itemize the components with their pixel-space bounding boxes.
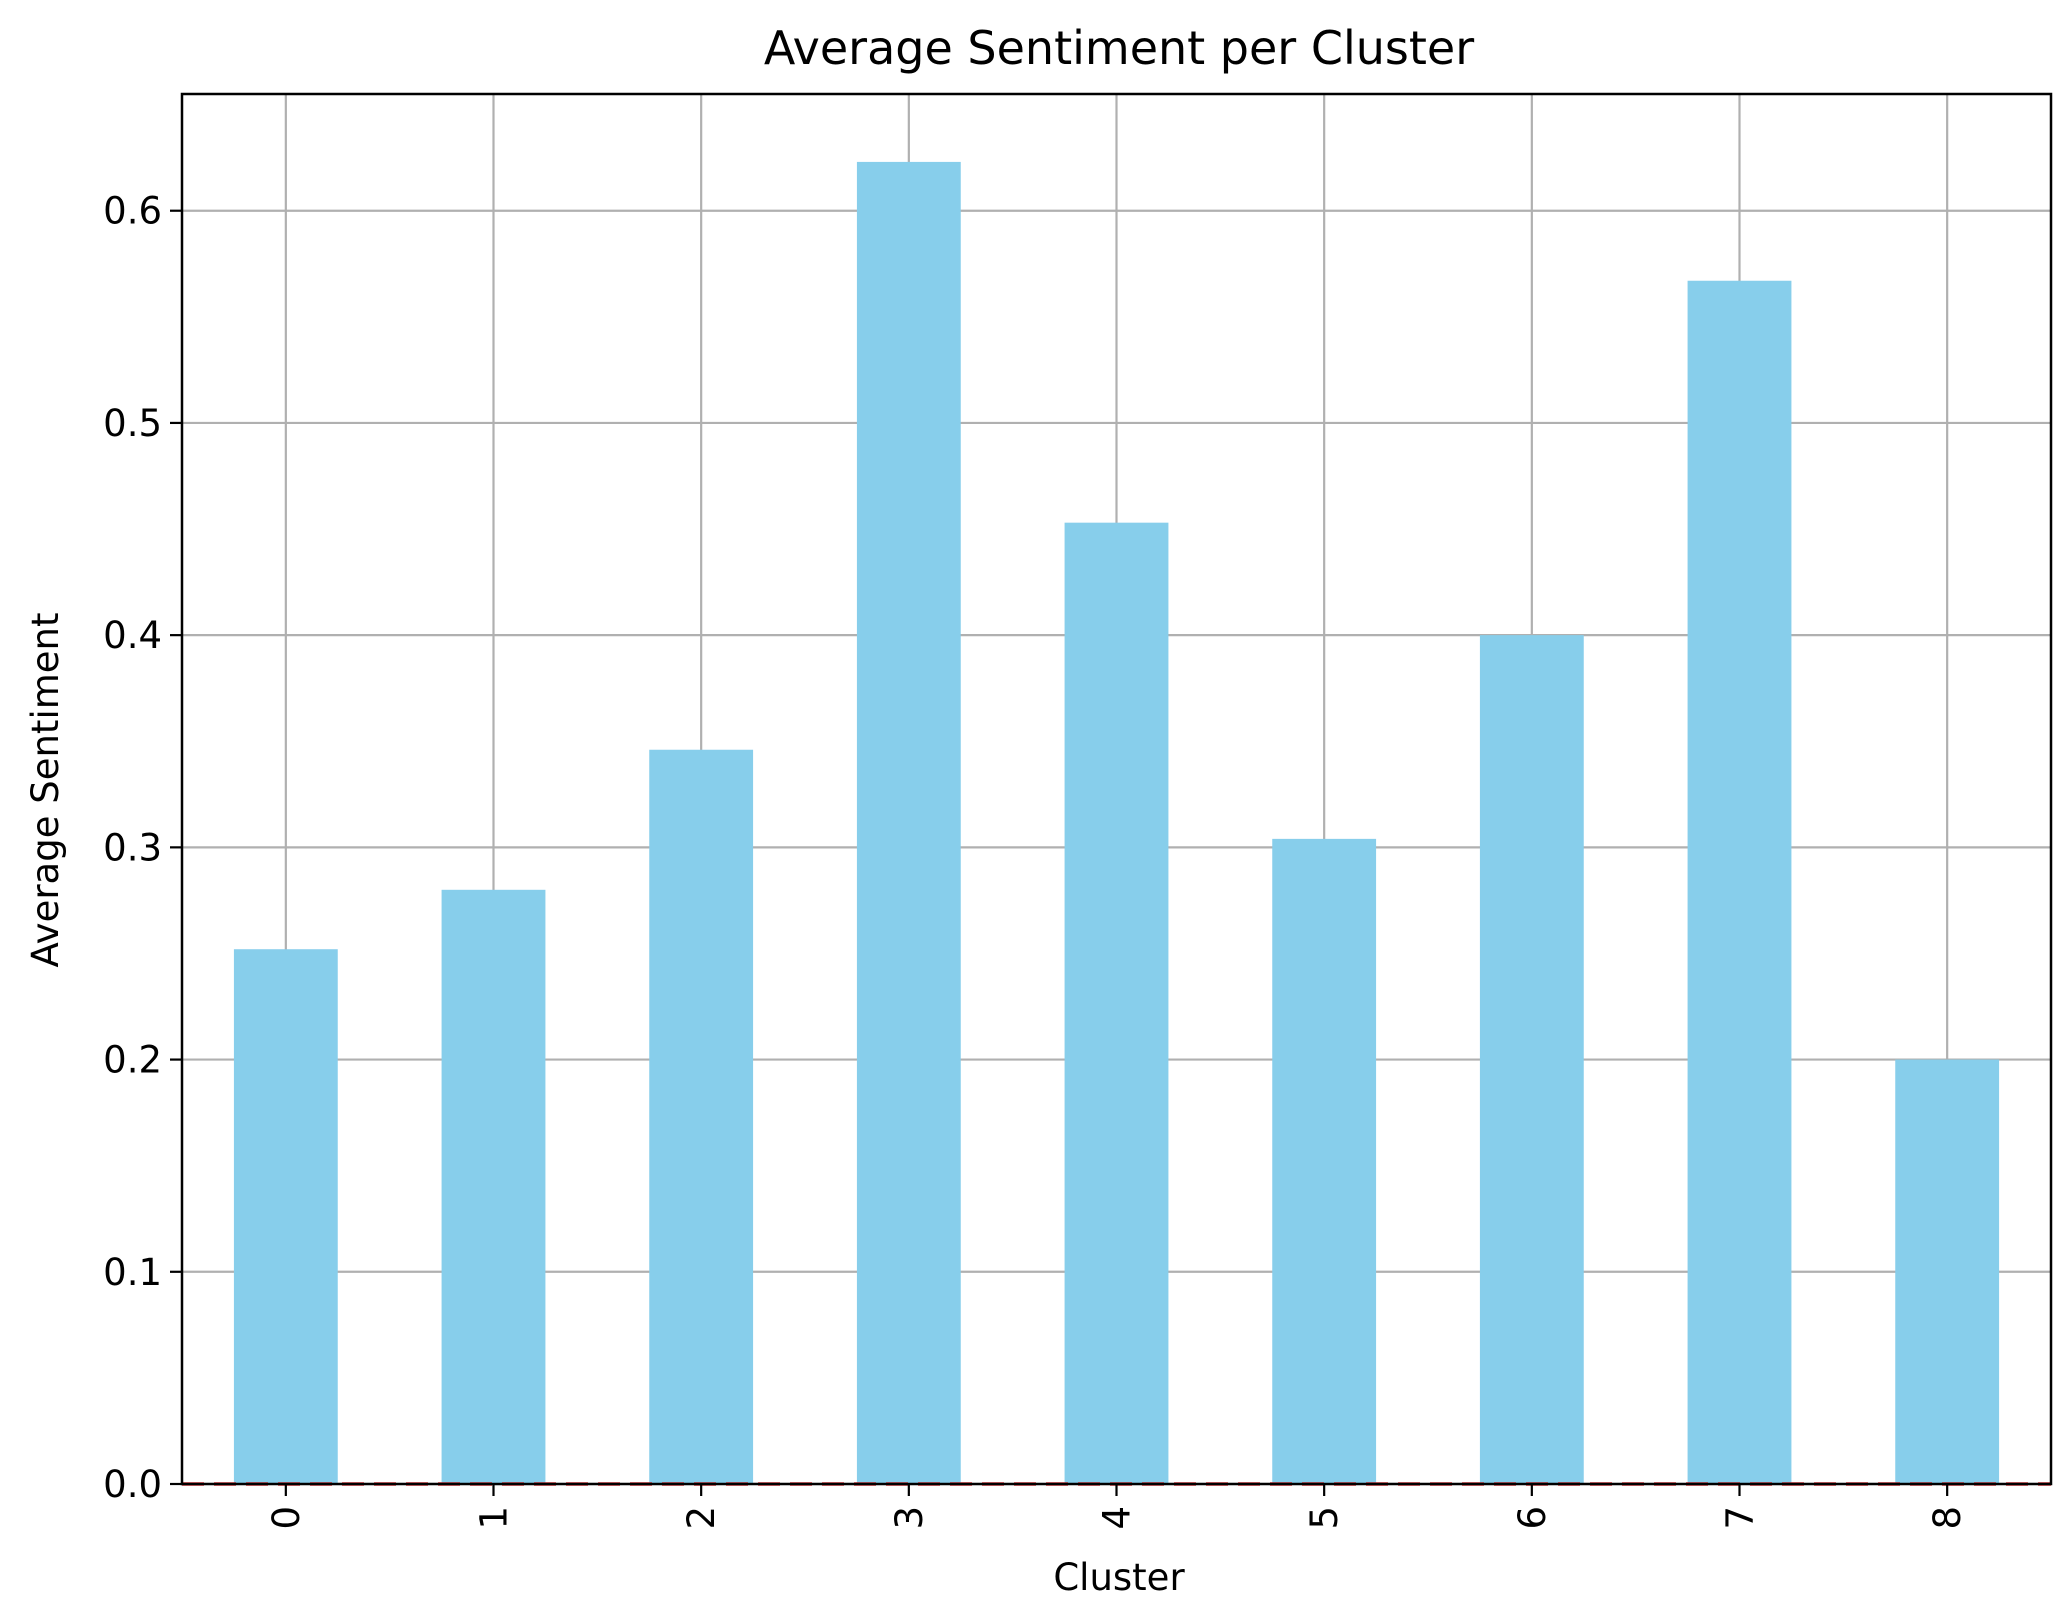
y-tick-label: 0.0: [103, 1463, 162, 1506]
x-tick-label: 3: [888, 1506, 931, 1530]
x-tick-label: 6: [1511, 1506, 1554, 1530]
x-tick-label: 2: [680, 1506, 723, 1530]
y-tick-label: 0.5: [103, 402, 162, 445]
y-tick-label: 0.1: [103, 1251, 162, 1294]
bar-cluster-2: [649, 749, 754, 1484]
x-axis-label: Cluster: [1053, 1556, 1185, 1599]
bar-cluster-0: [233, 949, 338, 1484]
y-tick-label: 0.2: [103, 1039, 162, 1082]
bar-cluster-1: [441, 889, 546, 1484]
bar-cluster-4: [1064, 522, 1169, 1484]
x-tick-label: 1: [473, 1506, 516, 1530]
bar-cluster-6: [1479, 635, 1584, 1484]
bar-cluster-8: [1895, 1059, 2000, 1484]
y-tick-label: 0.6: [103, 190, 162, 233]
x-tick-label: 4: [1096, 1506, 1139, 1530]
bars: [233, 161, 2000, 1485]
x-axis-ticks: 0 1 2 3 4 5 6 7 8: [265, 1484, 1969, 1530]
y-axis-ticks: 0.0 0.1 0.2 0.3 0.4 0.5 0.6: [103, 190, 182, 1506]
x-tick-label: 7: [1719, 1506, 1762, 1530]
y-tick-label: 0.4: [103, 614, 162, 657]
x-tick-label: 5: [1303, 1506, 1346, 1530]
bar-cluster-3: [856, 161, 961, 1484]
x-tick-label: 8: [1926, 1506, 1969, 1530]
bar-cluster-5: [1272, 838, 1377, 1484]
y-axis-label: Average Sentiment: [24, 613, 67, 968]
y-tick-label: 0.3: [103, 826, 162, 869]
chart-title: Average Sentiment per Cluster: [764, 21, 1474, 75]
bar-cluster-7: [1687, 280, 1792, 1485]
x-tick-label: 0: [265, 1506, 308, 1530]
